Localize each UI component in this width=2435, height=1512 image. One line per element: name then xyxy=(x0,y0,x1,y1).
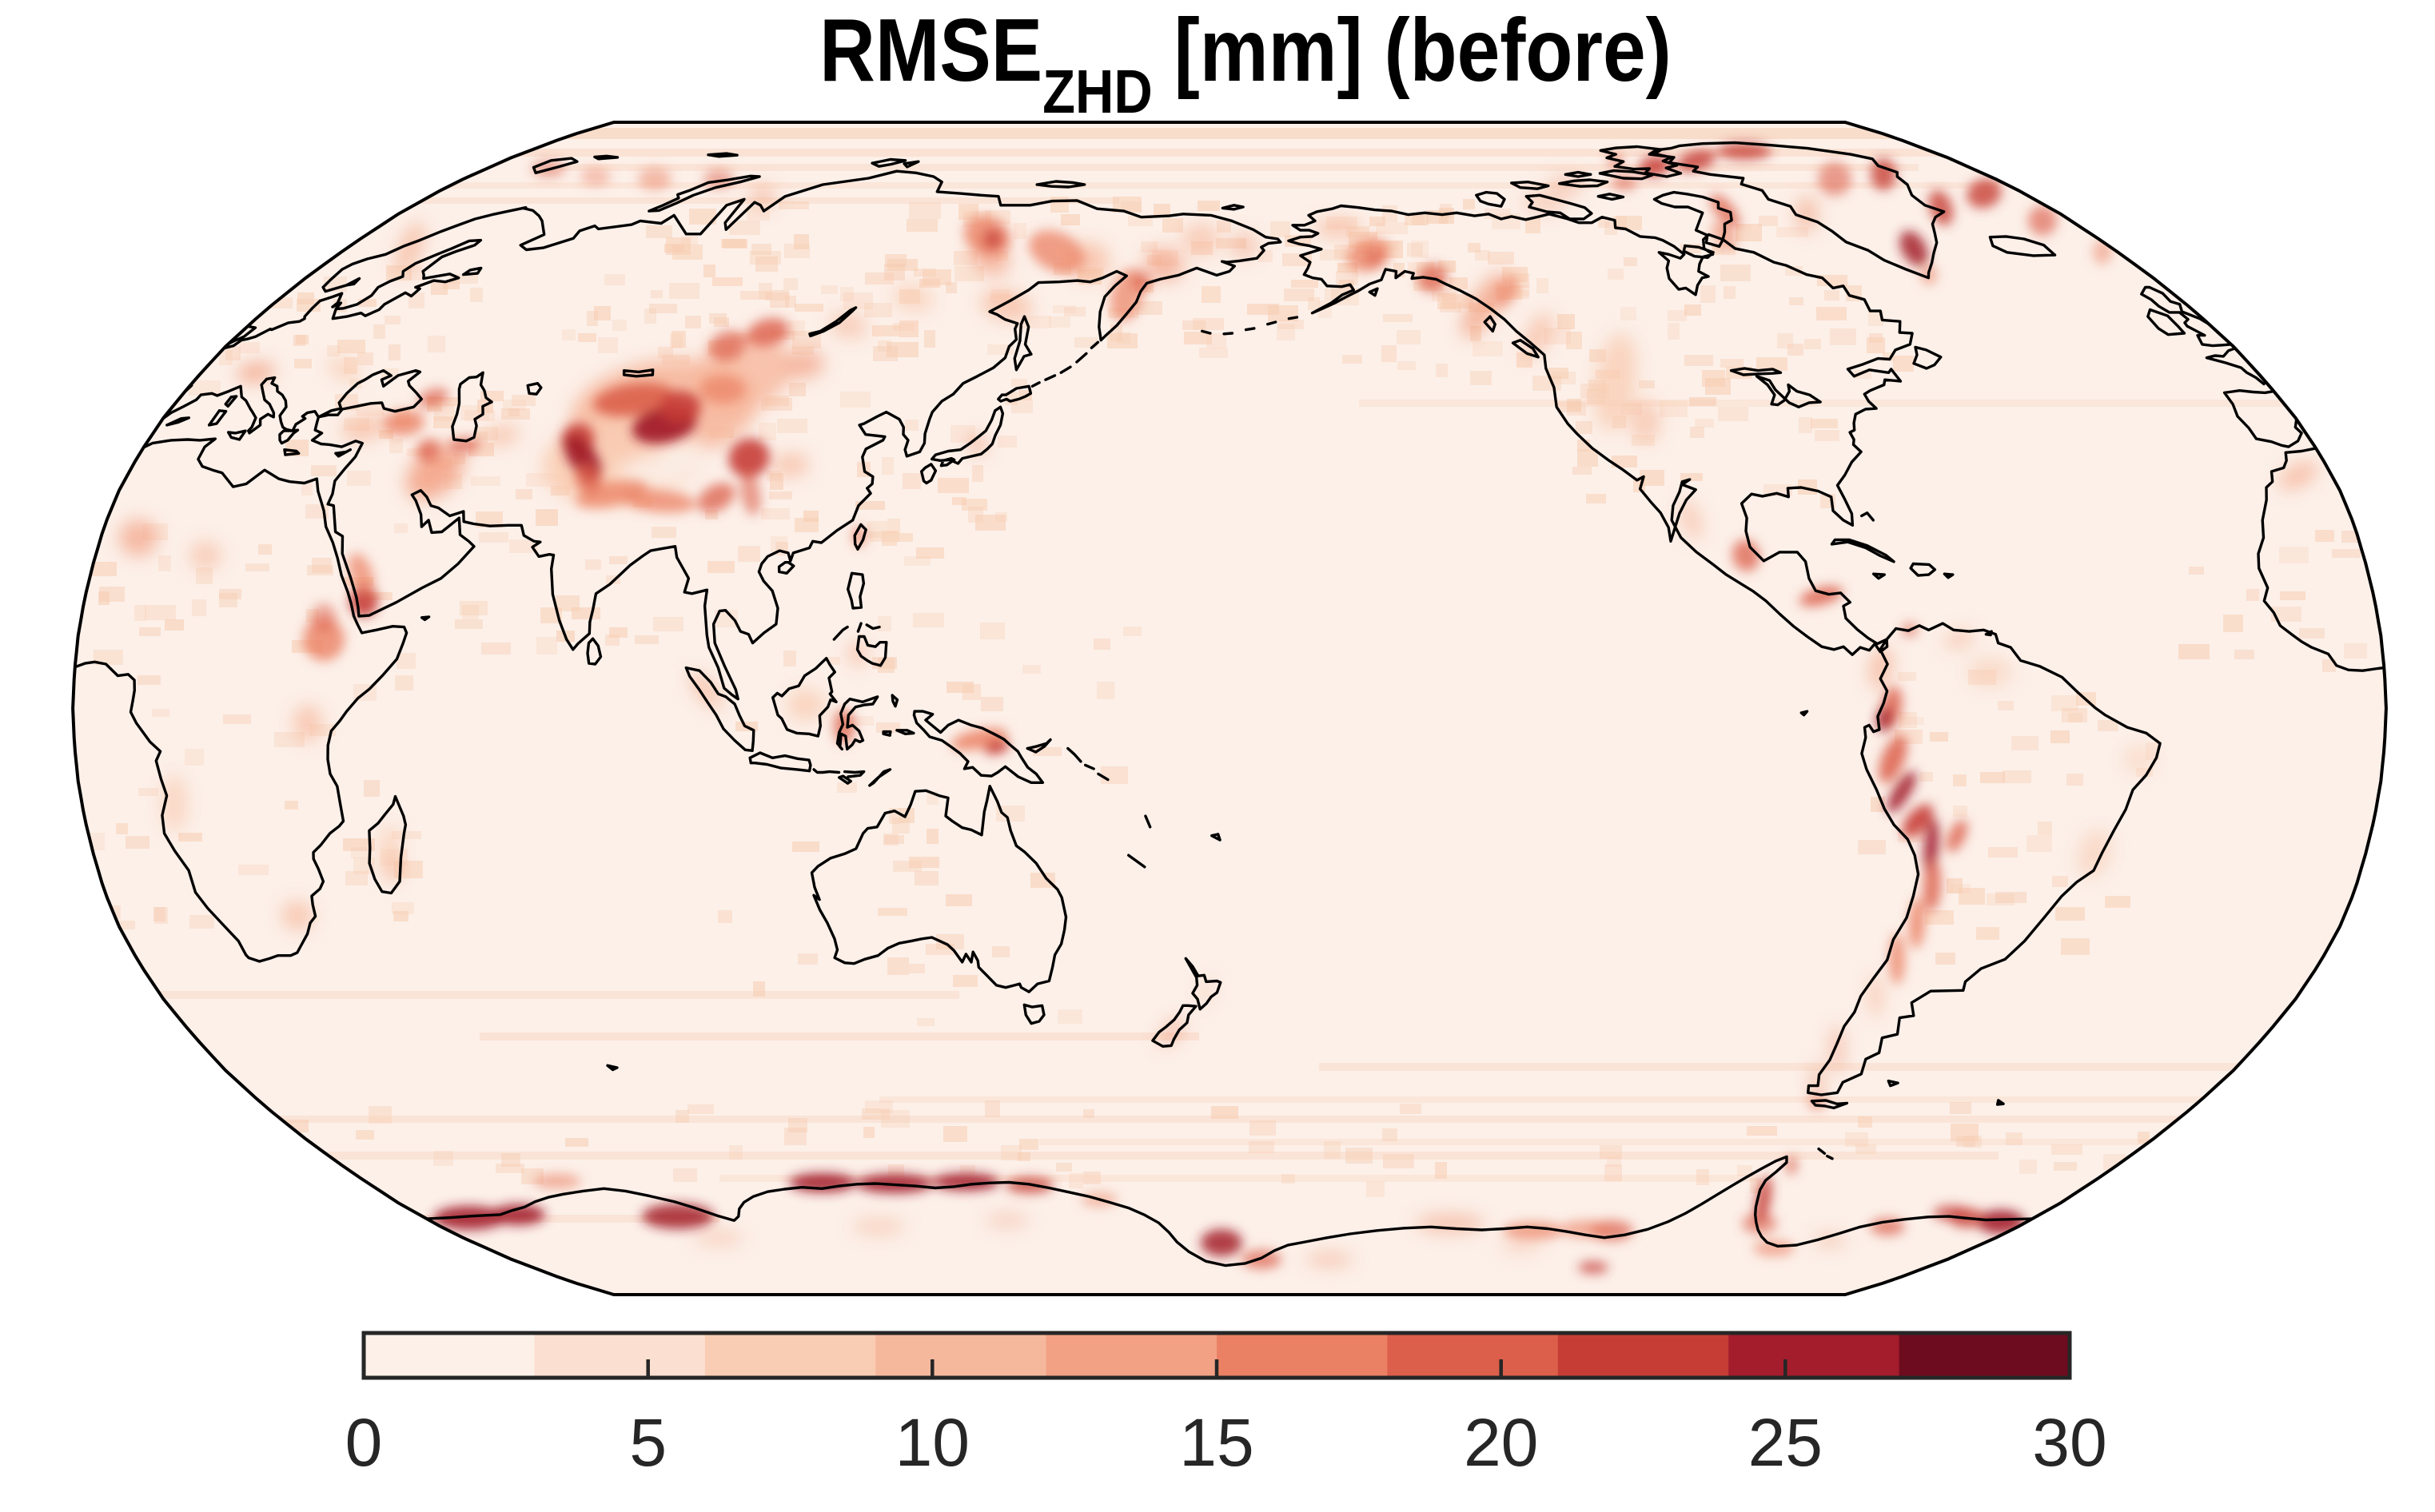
svg-text:30: 30 xyxy=(2032,1405,2106,1480)
svg-text:5: 5 xyxy=(629,1405,667,1480)
svg-text:10: 10 xyxy=(895,1405,970,1480)
svg-text:15: 15 xyxy=(1179,1405,1253,1480)
svg-text:0: 0 xyxy=(345,1405,383,1480)
svg-text:25: 25 xyxy=(1748,1405,1823,1480)
svg-text:20: 20 xyxy=(1464,1405,1538,1480)
